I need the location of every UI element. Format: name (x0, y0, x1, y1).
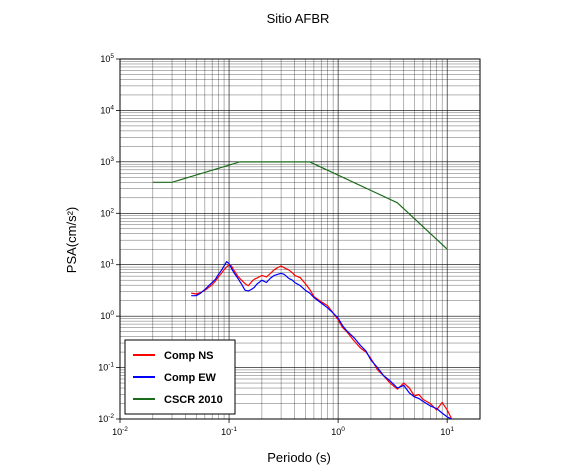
legend-label-comp-ns: Comp NS (164, 350, 214, 362)
legend: Comp NS Comp EW CSCR 2010 (124, 339, 236, 415)
legend-label-comp-ew: Comp EW (164, 372, 217, 384)
y-axis-title: PSA(cm/s²) (64, 207, 79, 273)
y-axis-ticks: 10-2 10-1 100 101 102 103 104 105 (98, 53, 120, 424)
series-line-comp-ew (191, 261, 452, 419)
x-tick-label: 10-1 (221, 426, 237, 437)
y-tick-label: 103 (100, 156, 114, 167)
y-tick-label: 10-2 (98, 413, 114, 424)
series-line-cscr-2010 (152, 161, 448, 250)
x-tick-label: 10-2 (112, 426, 128, 437)
y-tick-label: 104 (100, 104, 114, 115)
y-tick-label: 102 (100, 207, 114, 218)
series-layer (152, 161, 453, 419)
x-axis-ticks: 10-2 10-1 100 101 (112, 419, 454, 437)
x-tick-label: 100 (331, 426, 345, 437)
y-tick-label: 105 (100, 53, 114, 64)
x-tick-label: 101 (440, 426, 454, 437)
y-tick-label: 100 (100, 310, 114, 321)
y-tick-label: 101 (100, 259, 114, 270)
y-tick-label: 10-1 (98, 362, 114, 373)
chart-title: Sitio AFBR (267, 11, 330, 26)
plot-frame (119, 58, 481, 420)
x-axis-title: Periodo (s) (267, 450, 331, 465)
legend-label-cscr-2010: CSCR 2010 (164, 394, 223, 406)
